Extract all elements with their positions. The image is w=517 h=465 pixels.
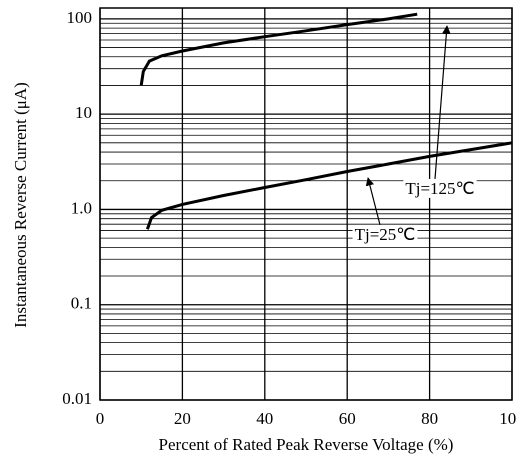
y-tick-label: 1.0 [71,198,92,217]
y-tick-label: 10 [75,103,92,122]
x-tick-label: 40 [256,409,273,428]
label-arrow [365,177,381,226]
x-tick-label: 60 [339,409,356,428]
x-axis-label: Percent of Rated Peak Reverse Voltage (%… [159,435,454,454]
series-line [145,141,513,230]
label-bg [403,178,477,198]
series-line [139,12,418,86]
y-tick-label: 0.01 [62,389,92,408]
x-tick-label: 0 [96,409,105,428]
y-tick-label: 0.1 [71,294,92,313]
x-tick-label: 80 [421,409,438,428]
x-tick-label: 100 [499,409,517,428]
label-arrow [434,25,451,179]
series-label: Tj=25℃ [355,225,416,244]
label-bg [352,224,418,244]
x-tick-label: 20 [174,409,191,428]
plot-frame [99,7,513,401]
y-tick-label: 100 [67,8,93,27]
series-label: Tj=125℃ [405,179,474,198]
y-axis-label: Instantaneous Reverse Current (μA) [11,82,30,328]
